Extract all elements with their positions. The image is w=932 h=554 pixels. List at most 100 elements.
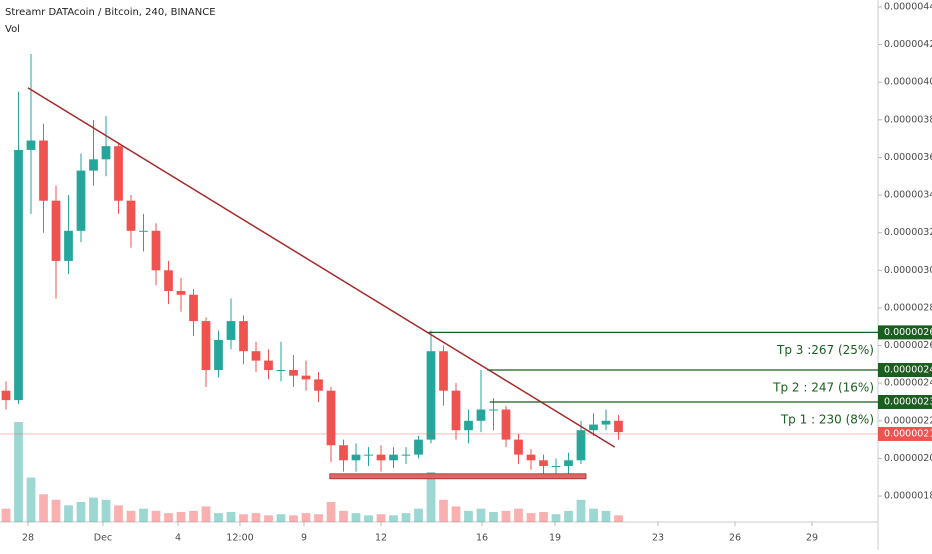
candle-body bbox=[426, 351, 436, 440]
candle-body bbox=[1, 390, 11, 401]
support-zone bbox=[329, 473, 587, 480]
candle-body bbox=[526, 454, 536, 461]
candle-body bbox=[239, 321, 248, 352]
target-label: Tp 1 : 230 (8%) bbox=[780, 412, 874, 426]
x-tick-label: Dec bbox=[94, 533, 112, 544]
volume-bar bbox=[489, 512, 498, 522]
candle-body bbox=[539, 460, 548, 466]
candle-body bbox=[601, 420, 611, 425]
last-price-tag bbox=[878, 426, 932, 441]
x-tick-label: 4 bbox=[175, 533, 181, 544]
target-price-label: 0.00000267 bbox=[884, 327, 932, 338]
volume-bar bbox=[326, 502, 336, 522]
target-label: Tp 2 : 247 (16%) bbox=[772, 381, 874, 395]
volume-bar bbox=[126, 510, 136, 522]
volume-bar bbox=[1, 508, 11, 522]
candle-body bbox=[89, 159, 98, 171]
volume-bar bbox=[364, 515, 373, 522]
candle-body bbox=[101, 146, 111, 160]
candle-body bbox=[489, 409, 498, 411]
y-tick-label: 0.00000180 bbox=[884, 491, 932, 502]
volume-bar bbox=[451, 506, 461, 522]
x-tick-label: 23 bbox=[652, 533, 664, 544]
candle-body bbox=[276, 370, 286, 372]
candle-body bbox=[364, 454, 373, 456]
target-price-label: 0.00000247 bbox=[884, 365, 932, 376]
volume-bar bbox=[201, 506, 211, 522]
volume-bar bbox=[339, 510, 348, 522]
x-tick-label: 29 bbox=[806, 533, 818, 544]
volume-bar bbox=[426, 472, 436, 522]
y-tick-label: 0.00000220 bbox=[884, 415, 932, 426]
y-tick-label: 0.00000380 bbox=[884, 114, 932, 125]
x-tick-label: 26 bbox=[729, 533, 741, 544]
x-tick-label: 19 bbox=[549, 533, 561, 544]
volume-bar bbox=[251, 513, 261, 522]
candle-body bbox=[39, 140, 48, 201]
candle-body bbox=[64, 230, 73, 261]
target-price-label: 0.00000230 bbox=[884, 396, 932, 407]
last-price-label: 0.00000213 bbox=[884, 428, 932, 439]
candle-body bbox=[589, 424, 598, 431]
y-tick-label: 0.00000320 bbox=[884, 227, 932, 238]
candle-body bbox=[376, 454, 386, 461]
candle-body bbox=[451, 390, 461, 431]
volume-bar bbox=[114, 505, 123, 522]
y-tick-label: 0.00000280 bbox=[884, 302, 932, 313]
y-tick-label: 0.00000300 bbox=[884, 265, 932, 276]
volume-bar bbox=[101, 499, 111, 522]
volume-bar bbox=[64, 505, 73, 522]
volume-bar bbox=[289, 515, 298, 522]
volume-bar bbox=[151, 510, 161, 522]
x-tick-label: 28 bbox=[22, 533, 34, 544]
x-tick-label: 16 bbox=[476, 533, 488, 544]
candle-body bbox=[189, 294, 198, 322]
candle-body bbox=[251, 351, 261, 361]
volume-bar bbox=[514, 508, 523, 522]
candle-body bbox=[439, 351, 448, 391]
candle-body bbox=[226, 321, 236, 340]
volume-bar bbox=[301, 513, 311, 522]
y-tick-label: 0.00000440 bbox=[884, 1, 932, 12]
volume-bar bbox=[139, 508, 148, 522]
target-price-tag bbox=[878, 363, 932, 378]
volume-bar bbox=[264, 515, 273, 522]
candle-body bbox=[614, 420, 623, 433]
candle-body bbox=[576, 430, 586, 461]
volume-bar bbox=[239, 514, 248, 522]
volume-bar bbox=[564, 510, 573, 522]
trendline bbox=[27, 87, 616, 448]
volume-bar bbox=[589, 508, 598, 522]
volume-bar bbox=[614, 515, 623, 522]
candle-body bbox=[301, 375, 311, 380]
volume-bar bbox=[176, 512, 186, 522]
volume-bar bbox=[464, 510, 473, 522]
volume-bar bbox=[439, 499, 448, 522]
y-tick-label: 0.00000240 bbox=[884, 378, 932, 389]
candle-body bbox=[264, 360, 273, 371]
y-tick-label: 0.00000360 bbox=[884, 152, 932, 163]
chart-title: Streamr DATAcoin / Bitcoin, 240, BINANCE bbox=[5, 7, 216, 18]
candle-body bbox=[51, 200, 61, 261]
volume-bar bbox=[539, 512, 548, 522]
volume-bar bbox=[226, 512, 236, 522]
y-tick-label: 0.00000200 bbox=[884, 453, 932, 464]
volume-bar bbox=[501, 510, 511, 522]
volume-bar bbox=[551, 514, 561, 522]
candle-body bbox=[289, 370, 298, 376]
volume-bar bbox=[89, 497, 98, 522]
y-tick-label: 0.00000260 bbox=[884, 340, 932, 351]
candle-body bbox=[351, 454, 361, 461]
volume-bar bbox=[189, 510, 198, 522]
target-price-tag bbox=[878, 394, 932, 409]
candle-body bbox=[314, 379, 323, 391]
x-tick-label: 9 bbox=[301, 533, 307, 544]
candle-body bbox=[564, 460, 573, 466]
candle-body bbox=[476, 409, 486, 421]
candle-body bbox=[401, 454, 411, 456]
volume-bar bbox=[576, 499, 586, 522]
candle-body bbox=[414, 439, 423, 455]
candle-body bbox=[14, 149, 23, 401]
volume-bar bbox=[314, 514, 323, 522]
